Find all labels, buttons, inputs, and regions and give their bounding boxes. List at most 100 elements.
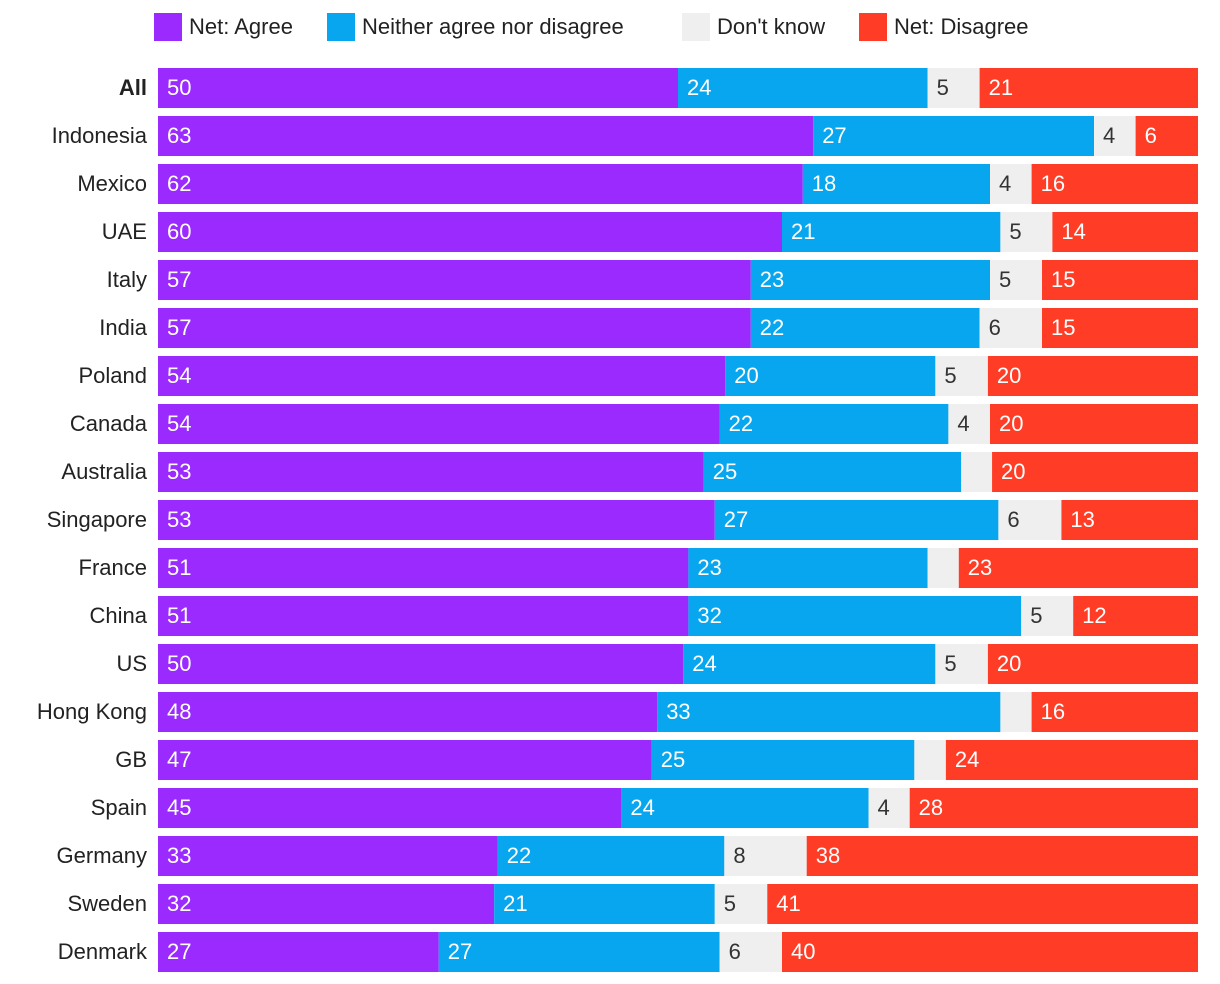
data-label-spain-net-agree: 45 (167, 795, 191, 820)
bar-canada-don-t-know (948, 404, 990, 444)
bar-us-net-disagree (987, 644, 1198, 684)
category-label-china: China (90, 603, 148, 628)
data-label-italy-net-disagree: 15 (1051, 267, 1075, 292)
data-label-sweden-net-agree: 32 (167, 891, 191, 916)
bar-china-net-agree (158, 596, 689, 636)
bar-mexico-don-t-know (990, 164, 1032, 204)
bar-row-sweden: Sweden 32 21 5 41 (67, 884, 1198, 924)
bar-france-net-agree (158, 548, 689, 588)
bar-row-poland: Poland 54 20 5 20 (78, 356, 1198, 396)
legend-swatch-net-agree (154, 13, 182, 41)
bar-row-china: China 51 32 5 12 (90, 596, 1198, 636)
bar-indonesia-net-agree (158, 116, 814, 156)
bar-all-don-t-know (927, 68, 980, 108)
data-label-uae-don-t-know: 5 (1009, 219, 1021, 244)
data-label-denmark-neither-agree-nor-disagree: 27 (448, 939, 472, 964)
bar-italy-don-t-know (990, 260, 1042, 300)
bar-poland-net-disagree (987, 356, 1198, 396)
data-label-all-net-agree: 50 (167, 75, 191, 100)
data-label-mexico-neither-agree-nor-disagree: 18 (812, 171, 836, 196)
data-label-denmark-net-disagree: 40 (791, 939, 815, 964)
bar-france-net-disagree (958, 548, 1198, 588)
bar-poland-don-t-know (935, 356, 988, 396)
bar-uae-net-agree (158, 212, 782, 252)
bar-gb-net-disagree (945, 740, 1198, 780)
legend-label-neither-agree-nor-disagree: Neither agree nor disagree (362, 14, 624, 39)
data-label-denmark-net-agree: 27 (167, 939, 191, 964)
data-label-gb-net-agree: 47 (167, 747, 191, 772)
data-label-france-neither-agree-nor-disagree: 23 (697, 555, 721, 580)
bar-germany-don-t-know (724, 836, 807, 876)
bar-all-neither-agree-nor-disagree (678, 68, 928, 108)
bar-singapore-neither-agree-nor-disagree (714, 500, 999, 540)
bar-indonesia-net-disagree (1135, 116, 1198, 156)
data-label-us-neither-agree-nor-disagree: 24 (692, 651, 716, 676)
bar-indonesia-neither-agree-nor-disagree (813, 116, 1094, 156)
category-label-germany: Germany (57, 843, 147, 868)
data-label-poland-don-t-know: 5 (944, 363, 956, 388)
data-label-australia-neither-agree-nor-disagree: 25 (713, 459, 737, 484)
bar-canada-net-disagree (990, 404, 1198, 444)
bar-us-don-t-know (935, 644, 988, 684)
bar-australia-neither-agree-nor-disagree (703, 452, 962, 492)
data-label-uae-neither-agree-nor-disagree: 21 (791, 219, 815, 244)
data-label-uae-net-disagree: 14 (1061, 219, 1085, 244)
bar-us-net-agree (158, 644, 684, 684)
data-label-indonesia-net-agree: 63 (167, 123, 191, 148)
legend-label-net-agree: Net: Agree (189, 14, 293, 39)
category-label-france: France (79, 555, 147, 580)
data-label-china-net-agree: 51 (167, 603, 191, 628)
data-label-spain-don-t-know: 4 (878, 795, 890, 820)
bar-france-neither-agree-nor-disagree (688, 548, 928, 588)
bar-gb-don-t-know (914, 740, 946, 780)
data-label-mexico-net-disagree: 16 (1041, 171, 1065, 196)
data-label-china-net-disagree: 12 (1082, 603, 1106, 628)
data-label-germany-neither-agree-nor-disagree: 22 (507, 843, 531, 868)
bar-row-denmark: Denmark 27 27 6 40 (58, 932, 1198, 972)
legend-swatch-neither-agree-nor-disagree (327, 13, 355, 41)
category-label-hong-kong: Hong Kong (37, 699, 147, 724)
bar-denmark-neither-agree-nor-disagree (438, 932, 720, 972)
data-label-gb-neither-agree-nor-disagree: 25 (661, 747, 685, 772)
bar-us-neither-agree-nor-disagree (683, 644, 936, 684)
data-label-denmark-don-t-know: 6 (729, 939, 741, 964)
bar-india-net-agree (158, 308, 751, 348)
bar-spain-net-agree (158, 788, 622, 828)
data-label-sweden-don-t-know: 5 (724, 891, 736, 916)
bar-italy-neither-agree-nor-disagree (750, 260, 990, 300)
data-label-india-net-agree: 57 (167, 315, 191, 340)
category-label-uae: UAE (102, 219, 147, 244)
bar-denmark-don-t-know (719, 932, 782, 972)
bar-mexico-neither-agree-nor-disagree (802, 164, 990, 204)
data-label-canada-net-agree: 54 (167, 411, 191, 436)
legend-swatch-don-t-know (682, 13, 710, 41)
bar-row-indonesia: Indonesia 63 27 4 6 (52, 116, 1198, 156)
bar-row-mexico: Mexico 62 18 4 16 (77, 164, 1198, 204)
category-label-spain: Spain (91, 795, 147, 820)
data-label-spain-neither-agree-nor-disagree: 24 (630, 795, 654, 820)
bar-hong-kong-neither-agree-nor-disagree (657, 692, 1001, 732)
bar-row-hong-kong: Hong Kong 48 33 16 (37, 692, 1198, 732)
bar-hong-kong-net-agree (158, 692, 658, 732)
data-label-china-don-t-know: 5 (1030, 603, 1042, 628)
data-label-china-neither-agree-nor-disagree: 32 (697, 603, 721, 628)
data-label-australia-net-agree: 53 (167, 459, 191, 484)
bar-india-neither-agree-nor-disagree (750, 308, 980, 348)
data-label-sweden-net-disagree: 41 (776, 891, 800, 916)
data-label-germany-don-t-know: 8 (733, 843, 745, 868)
data-label-mexico-net-agree: 62 (167, 171, 191, 196)
data-label-us-net-agree: 50 (167, 651, 191, 676)
category-label-italy: Italy (107, 267, 147, 292)
category-label-sweden: Sweden (67, 891, 147, 916)
bar-sweden-net-agree (158, 884, 495, 924)
data-label-canada-neither-agree-nor-disagree: 22 (729, 411, 753, 436)
data-label-canada-net-disagree: 20 (999, 411, 1023, 436)
bar-hong-kong-don-t-know (1000, 692, 1032, 732)
bar-singapore-net-disagree (1061, 500, 1198, 540)
bar-sweden-net-disagree (767, 884, 1198, 924)
bar-germany-net-agree (158, 836, 498, 876)
bar-australia-net-agree (158, 452, 704, 492)
bar-mexico-net-agree (158, 164, 803, 204)
bar-uae-neither-agree-nor-disagree (782, 212, 1001, 252)
